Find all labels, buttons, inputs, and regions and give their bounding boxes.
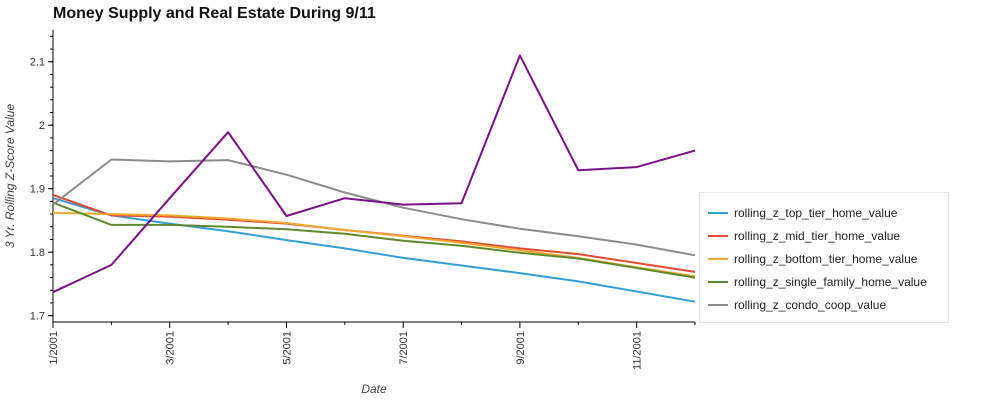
legend-item: rolling_z_bottom_tier_home_value (708, 249, 917, 269)
x-tick-label: 7/2001 (398, 331, 410, 365)
series-line-rolling_z_top_tier_home_value (52, 197, 696, 303)
legend-swatch (708, 212, 728, 214)
x-tick-label: 9/2001 (515, 331, 527, 365)
legend-label: rolling_z_top_tier_home_value (734, 206, 898, 220)
x-tick-label: 11/2001 (632, 331, 644, 370)
y-tick-label: 1.9 (30, 184, 45, 196)
y-tick-label: 2 (39, 120, 45, 132)
series-line-rolling_z_single_family_home_value (52, 201, 696, 279)
legend-swatch (708, 258, 728, 260)
chart-title: Money Supply and Real Estate During 9/11 (53, 5, 376, 22)
legend-item: rolling_z_condo_coop_value (708, 295, 886, 315)
x-tick-label: 3/2001 (165, 331, 177, 365)
legend-swatch (708, 235, 728, 237)
x-tick-label: 1/2001 (48, 331, 60, 365)
series-line-series-5 (52, 54, 696, 294)
legend-item: rolling_z_single_family_home_value (708, 272, 927, 292)
legend-label: rolling_z_condo_coop_value (734, 298, 887, 312)
x-axis-label: Date (361, 382, 387, 396)
x-tick-label: 5/2001 (281, 331, 293, 365)
legend-label: rolling_z_single_family_home_value (734, 275, 927, 289)
series-line-rolling_z_condo_coop_value (52, 158, 696, 257)
y-tick-label: 1.7 (30, 311, 45, 323)
legend-label: rolling_z_mid_tier_home_value (734, 229, 901, 243)
y-tick-label: 1.8 (30, 247, 45, 259)
legend-item: rolling_z_top_tier_home_value (708, 203, 897, 223)
y-tick-label: 2.1 (30, 57, 45, 69)
legend-item: rolling_z_mid_tier_home_value (708, 226, 900, 246)
legend-label: rolling_z_bottom_tier_home_value (734, 252, 918, 266)
legend: rolling_z_top_tier_home_value rolling_z_m… (699, 192, 949, 323)
legend-swatch (708, 304, 728, 306)
y-axis-label: 3 Yr. Rolling Z-Score Value (3, 104, 17, 249)
legend-swatch (708, 281, 728, 283)
